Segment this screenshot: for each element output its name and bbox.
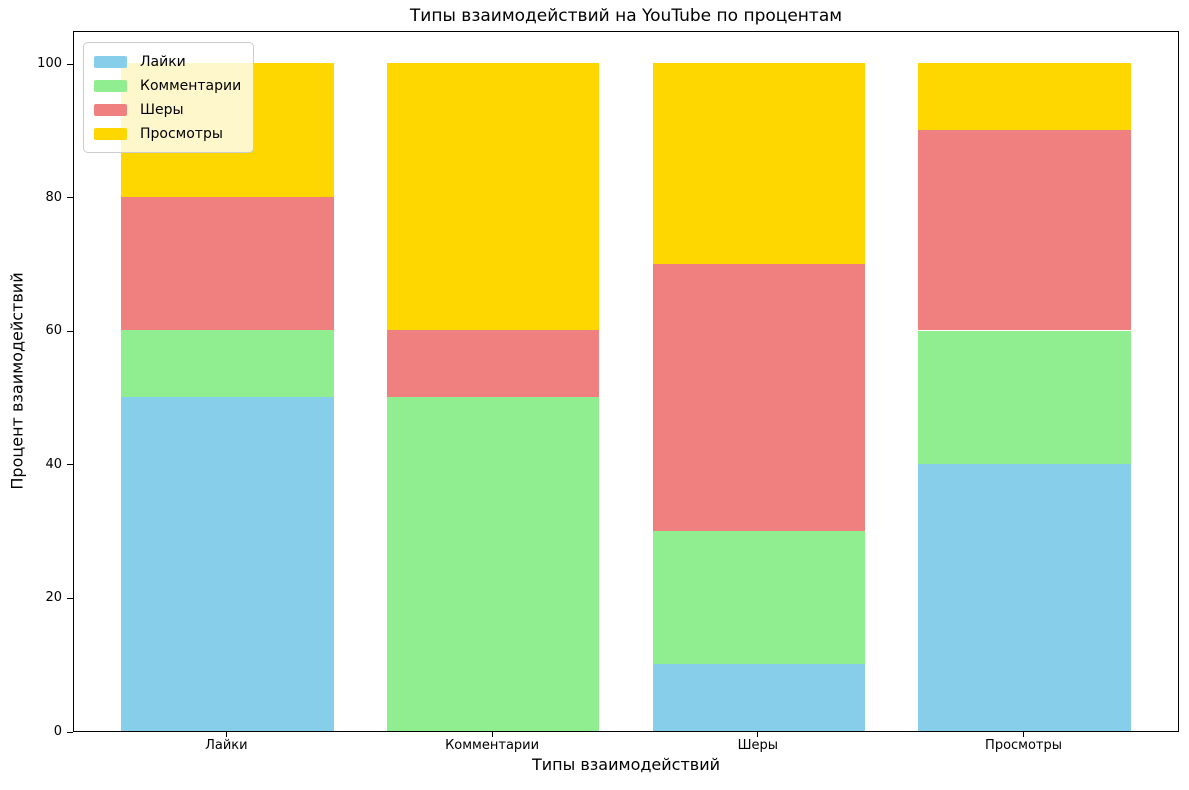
x-tick-label: Просмотры [985,738,1063,753]
bar-segment [121,196,334,331]
y-tick-mark [67,197,73,199]
bar-segment [386,330,600,398]
legend-label: Просмотры [140,125,223,142]
x-tick-mark [1023,732,1025,737]
legend-item: Лайки [94,52,241,71]
bar-segment [652,263,866,531]
legend-label: Шеры [140,101,184,118]
bar-segment [918,330,1131,464]
bar-segment [652,63,866,264]
x-tick-label: Комментарии [445,738,540,753]
legend-label: Лайки [140,53,186,70]
bar-segment [918,63,1131,131]
x-tick-mark [225,732,227,737]
y-tick-mark [67,597,73,599]
y-tick-label: 100 [37,56,62,72]
stacked-bar-3 [652,30,866,731]
legend-item: Просмотры [94,124,241,143]
x-tick-label: Лайки [205,738,248,753]
legend-swatch-icon [94,55,127,68]
y-tick-label: 0 [53,724,62,739]
y-tick-label: 60 [45,323,62,339]
y-tick-mark [67,63,73,65]
bar-segment [652,530,866,665]
x-tick-label: Шеры [737,738,779,753]
legend-item: Шеры [94,100,241,119]
y-tick-label: 20 [45,590,62,606]
bar-segment [121,397,334,731]
y-tick-mark [67,330,73,332]
legend: Лайки Комментарии Шеры Просмотры [83,42,255,153]
x-tick-mark [757,732,759,737]
x-axis-label: Типы взаимодействий [532,755,720,774]
legend-swatch-icon [94,127,127,140]
plot-area: Лайки Комментарии Шеры Просмотры [73,31,1179,732]
y-tick-mark [67,464,73,466]
x-tick-mark [491,732,493,737]
legend-item: Комментарии [94,76,241,95]
bar-segment [386,397,600,731]
legend-label: Комментарии [140,77,242,94]
y-tick-label: 80 [45,189,62,205]
stacked-bar-2 [386,30,600,731]
y-tick-mark [67,731,73,733]
chart-title: Типы взаимодействий на YouTube по процен… [409,6,843,26]
bar-segment [918,464,1131,731]
bar-segment [918,130,1131,331]
bar-segment [121,330,334,398]
y-tick-label: 40 [45,456,62,472]
bar-segment [386,63,600,331]
stacked-bar-4 [918,30,1131,731]
legend-swatch-icon [94,79,127,92]
legend-swatch-icon [94,103,127,116]
bar-segment [652,664,866,731]
